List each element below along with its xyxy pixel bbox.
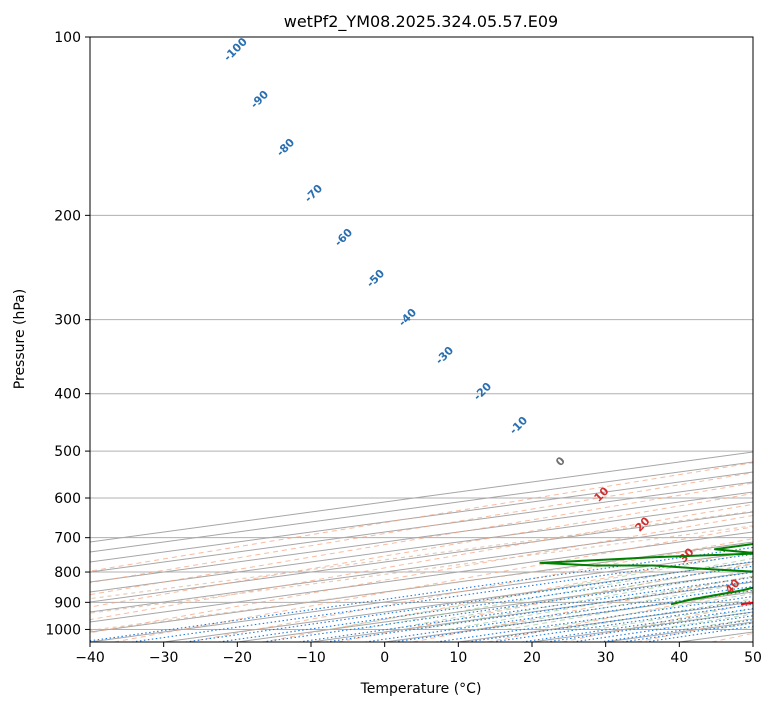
y-tick-label: 500	[54, 444, 81, 460]
profile-lines	[539, 542, 753, 606]
axis-ticks: −40 −30 −20 −10 0 10 20 30 40 5010020030040050060…	[45, 30, 762, 666]
x-tick-label: −30	[149, 650, 179, 666]
mixing-ratio-line	[436, 595, 753, 642]
isotherm-line	[90, 461, 753, 553]
y-tick-label: 800	[54, 565, 81, 581]
isotherm-line	[752, 641, 753, 642]
dry-adiabat-label: -80	[274, 136, 297, 159]
dewpoint-profile-line	[539, 542, 753, 606]
isotherm-line	[90, 471, 753, 563]
x-tick-label: 30	[597, 650, 615, 666]
dry-adiabat-label: -30	[433, 344, 456, 367]
moist-adiabat-label: 20	[633, 514, 653, 534]
y-tick-label: 400	[54, 387, 81, 403]
isotherm-line	[90, 551, 753, 642]
plot-background-lines	[90, 37, 753, 642]
moist-adiabat-label: 0	[553, 454, 568, 469]
moist-adiabat-line	[329, 552, 753, 630]
x-tick-label: −10	[296, 650, 326, 666]
dry-adiabat-line	[90, 472, 753, 584]
dry-adiabat-line	[636, 617, 753, 642]
y-tick-label: 100	[54, 30, 81, 46]
temperature-profile-line	[740, 601, 753, 606]
moist-adiabat-line	[536, 592, 753, 630]
y-tick-label: 1000	[45, 622, 81, 638]
curved-guide-line	[90, 542, 753, 632]
dry-adiabat-line	[90, 493, 753, 608]
moist-adiabat-line	[447, 575, 753, 630]
dry-adiabat-line	[412, 575, 753, 642]
isotherm-line	[90, 481, 753, 573]
isotherm-line	[90, 531, 753, 623]
dry-adiabat-label: -20	[471, 380, 494, 403]
dry-adiabat-line	[338, 562, 753, 642]
dry-adiabat-line	[114, 526, 753, 642]
y-tick-label: 900	[54, 595, 81, 611]
mixing-ratio-line	[90, 546, 753, 642]
x-tick-label: 0	[380, 650, 389, 666]
dry-adiabat-label: -10	[507, 414, 530, 437]
isotherm-line	[90, 491, 753, 583]
dry-adiabat-label: -50	[364, 267, 387, 290]
dry-adiabat-label: -70	[302, 182, 325, 205]
isotherm-line	[310, 581, 753, 642]
isotherm-line	[90, 511, 753, 603]
isotherm-line	[90, 451, 753, 543]
y-axis-label: Pressure (hPa)	[12, 289, 28, 389]
dry-adiabat-label: -40	[396, 306, 419, 329]
x-tick-label: −40	[75, 650, 105, 666]
y-tick-label: 700	[54, 531, 81, 547]
dry-adiabat-label: -100	[221, 35, 250, 64]
x-tick-label: 20	[523, 650, 541, 666]
dry-adiabat-line	[263, 550, 753, 642]
y-tick-label: 300	[54, 313, 81, 329]
chart-title: wetPf2_YM08.2025.324.05.57.E09	[284, 12, 558, 32]
dry-adiabat-label: -60	[332, 226, 355, 249]
isotherm-line	[90, 541, 753, 633]
dry-adiabat-label: -90	[248, 88, 271, 111]
y-tick-label: 200	[54, 208, 81, 224]
plot-frame	[89, 36, 754, 643]
x-tick-label: 10	[449, 650, 467, 666]
moist-adiabat-line	[388, 563, 753, 630]
y-tick-label: 600	[54, 491, 81, 507]
moist-adiabat-line	[712, 622, 753, 630]
dry-adiabat-line	[90, 514, 753, 634]
moist-adiabat-line	[683, 618, 753, 630]
dry-adiabat-line	[90, 462, 753, 572]
mixing-ratio-line	[394, 589, 753, 642]
x-tick-label: −20	[223, 650, 253, 666]
moist-adiabat-line	[477, 581, 753, 630]
dry-adiabat-line	[487, 589, 753, 642]
x-tick-label: 40	[670, 650, 688, 666]
mixing-ratio-line	[326, 580, 753, 642]
mixing-ratio-line	[218, 565, 753, 642]
isotherm-line	[384, 591, 753, 642]
isotherm-line	[90, 501, 753, 593]
x-tick-label: 50	[744, 650, 762, 666]
mixing-ratio-line	[365, 585, 753, 642]
x-axis-label: Temperature (°C)	[360, 681, 482, 697]
moist-adiabat-line	[624, 608, 753, 630]
isotherm-line	[90, 521, 753, 613]
mixing-ratio-line	[185, 561, 753, 642]
